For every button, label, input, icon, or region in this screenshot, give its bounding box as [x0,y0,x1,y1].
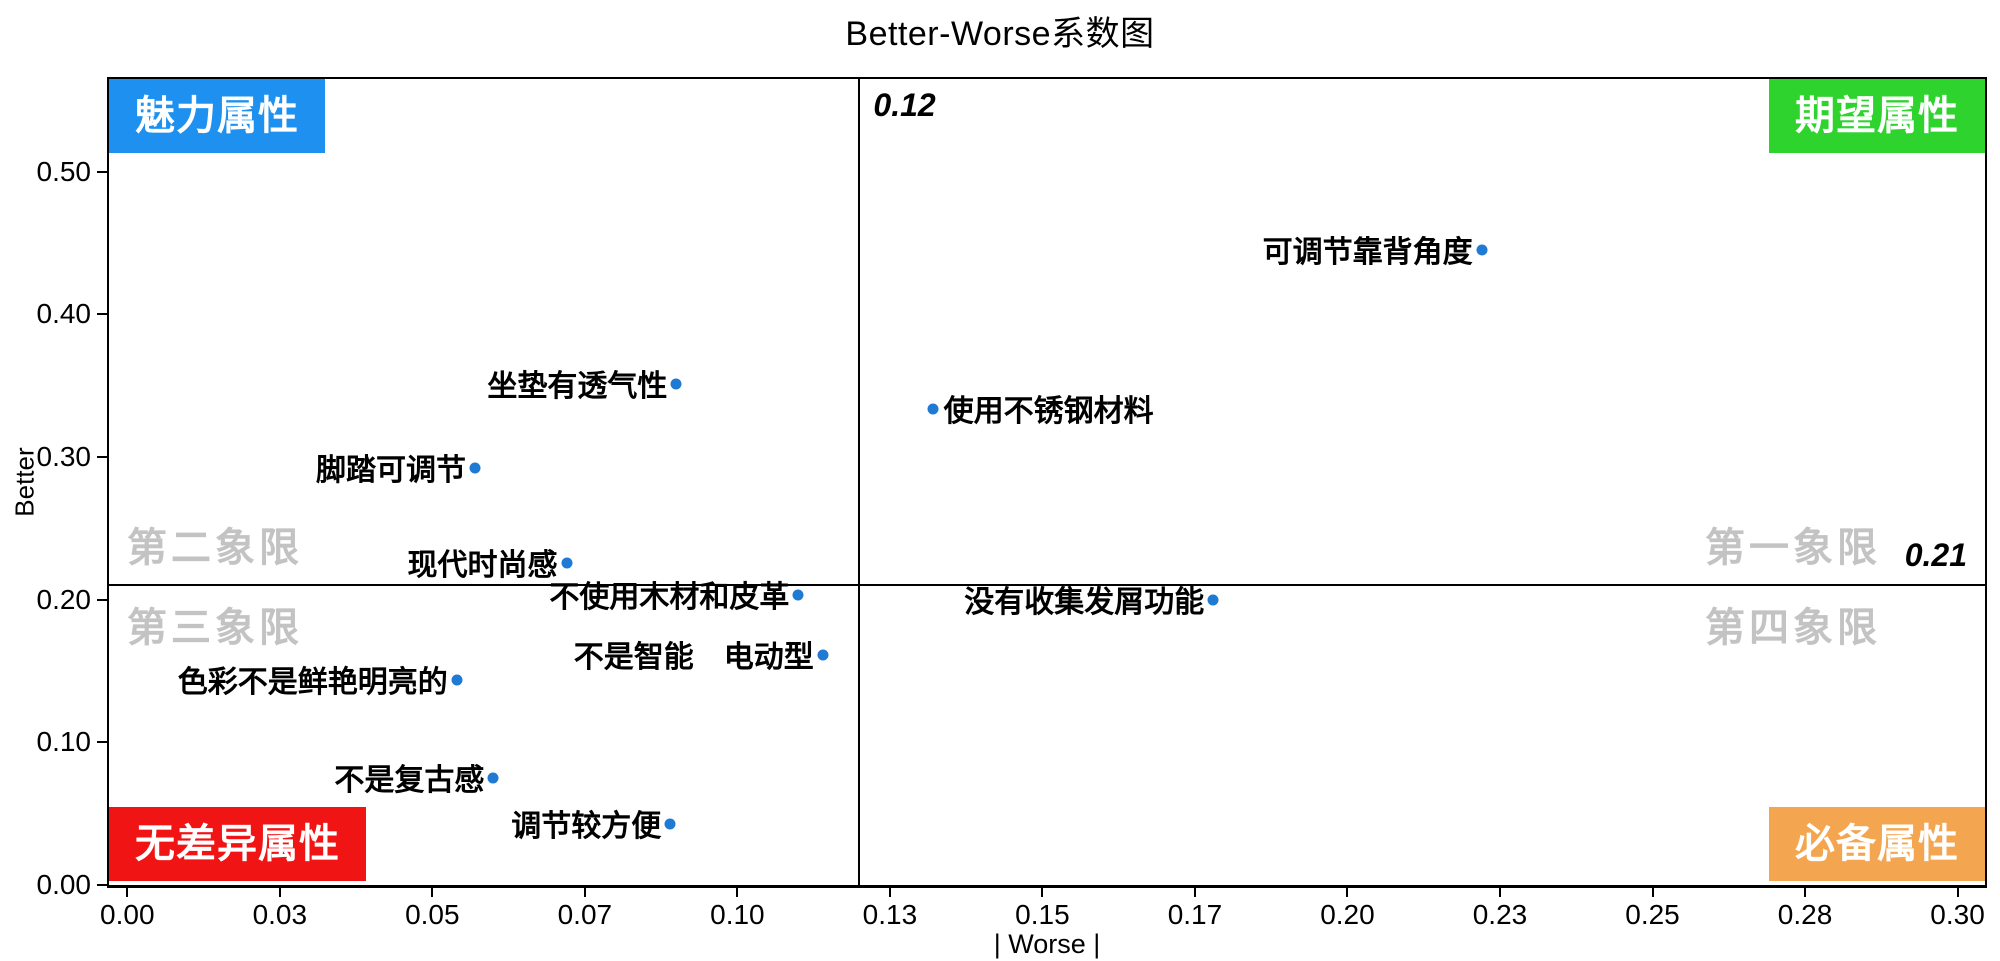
x-tick-label: 0.28 [1777,899,1833,930]
x-tick-label: 0.05 [405,899,460,930]
quadrant-badge-bottom-left: 无差异属性 [109,807,366,881]
scatter-dot [670,378,682,390]
x-tick-mark [126,885,129,897]
scatter-dot [664,818,676,830]
plot-area: 0.12 0.21 0.00 0.03 0.05 0.07 0.10 0.13 0.15 0.17… [37,77,1987,930]
y-axis-title: Better [9,447,40,517]
y-tick-label: 0.10 [36,726,92,758]
x-tick-label: 0.17 [1167,899,1223,930]
vertical-reference-line [858,79,861,885]
y-tick-mark [97,313,107,316]
x-tick-label: 0.20 [1320,899,1375,930]
x-tick-label: 0.07 [557,899,613,930]
scatter-dot [561,557,573,569]
x-tick-mark [1804,885,1807,897]
data-point-label: 可调节靠背角度 [1262,236,1473,270]
quadrant-badge-bottom-right: 必备属性 [1769,807,1985,881]
scatter-dot [817,649,829,661]
x-tick-mark [1651,885,1654,897]
quadrant-label: 第一象限 [1705,526,1881,571]
y-tick-label: 0.40 [36,298,92,330]
y-tick-mark [97,170,107,173]
data-point-label: 色彩不是鲜艳明亮的 [177,665,448,699]
x-tick-mark [278,885,281,897]
x-tick-label: 0.23 [1472,899,1528,930]
x-tick-mark [888,885,891,897]
scatter-dot [792,589,804,601]
data-point-label: 不是复古感 [334,764,485,798]
quadrant-label: 第三象限 [127,606,303,651]
horizontal-reference-line [109,584,1985,587]
scatter-dot [1476,244,1488,256]
chart-title: Better-Worse系数图 [845,15,1155,53]
data-point-label: 坐垫有透气性 [487,370,668,404]
y-tick-mark [97,884,107,886]
x-tick-mark [1041,885,1044,897]
scatter-dot [927,403,939,415]
y-tick-mark [97,741,107,744]
scatter-dot [451,674,463,686]
x-tick-mark [736,885,739,897]
scatter-dot [469,462,481,474]
x-tick-mark [431,885,434,897]
x-tick-label: 0.03 [252,899,308,930]
x-tick-mark [1346,885,1349,897]
x-tick-mark [1498,885,1501,897]
y-tick-label: 0.20 [36,583,92,615]
data-point-label: 脚踏可调节 [316,454,467,488]
x-tick-mark [583,885,586,897]
quadrant-label: 第二象限 [127,526,303,571]
x-tick-label: 0.13 [862,899,918,930]
x-axis-title: | Worse | [993,929,1101,959]
vline-value-label: 0.12 [873,87,936,123]
y-tick-mark [97,598,107,601]
x-tick-label: 0.00 [100,899,155,930]
quadrant-badge-top-right: 期望属性 [1769,79,1985,153]
x-tick-mark [1193,885,1196,897]
data-point-label: 调节较方便 [511,809,662,843]
data-point-label: 没有收集发屑功能 [964,585,1205,619]
hline-value-label: 0.21 [1904,537,1967,574]
quadrant-badge-top-left: 魅力属性 [109,79,325,153]
x-tick-label: 0.10 [710,899,765,930]
x-tick-label: 0.15 [1015,899,1070,930]
y-tick-label: 0.50 [36,155,92,187]
data-point-label: 不是智能 电动型 [573,641,814,675]
x-tick-mark [1956,885,1959,897]
data-point-label: 使用不锈钢材料 [943,394,1154,428]
scatter-dot [487,772,499,784]
data-point-label: 现代时尚感 [407,548,558,582]
scatter-dot [1207,594,1219,606]
x-tick-label: 0.25 [1625,899,1680,930]
x-tick-label: 0.30 [1930,899,1985,930]
quadrant-label: 第四象限 [1705,606,1881,651]
y-tick-label: 0.30 [36,441,92,473]
data-point-label: 不使用木材和皮革 [549,581,790,615]
y-tick-label: 0.00 [36,869,92,900]
y-tick-mark [97,456,107,459]
